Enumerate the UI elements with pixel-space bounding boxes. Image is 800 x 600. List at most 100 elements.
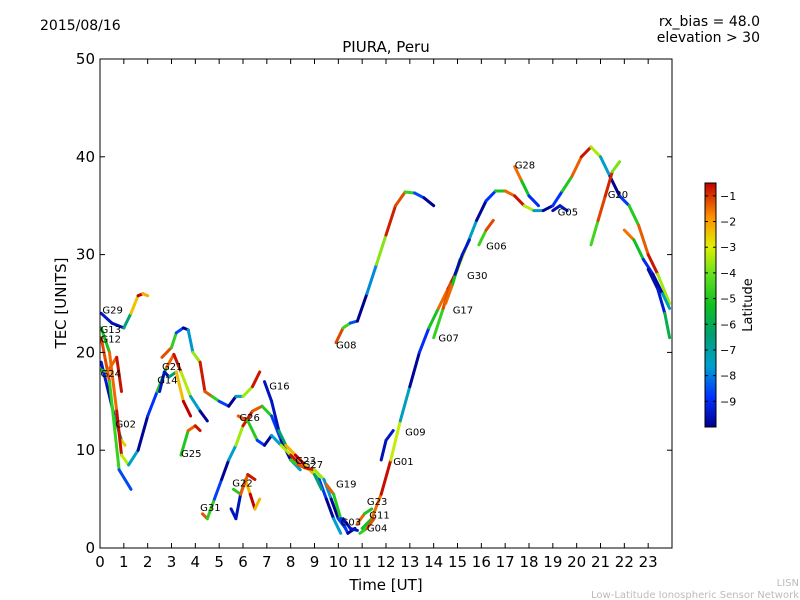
tec-segment <box>246 473 257 481</box>
x-tick-label: 18 <box>519 553 538 571</box>
tec-segment <box>560 174 574 193</box>
x-tick-label: 14 <box>424 553 443 571</box>
tec-segment <box>403 190 417 195</box>
series-G24 <box>100 355 123 393</box>
tec-segment <box>656 272 672 305</box>
tec-segment <box>234 424 245 447</box>
satellite-label: G17 <box>453 305 473 316</box>
tec-segment <box>603 170 614 198</box>
colorbar <box>704 182 717 428</box>
tec-segment <box>522 204 536 213</box>
y-tick-label: 0 <box>85 539 95 557</box>
x-tick-label: 17 <box>496 553 515 571</box>
rx-bias-label: rx_bias = 48.0 <box>658 14 760 30</box>
satellite-label: G28 <box>515 161 535 172</box>
tec-segment <box>246 419 259 442</box>
tec-segment <box>251 404 264 413</box>
satellite-label: G13 <box>101 325 121 336</box>
tec-segment <box>513 165 524 183</box>
satellite-label: G29 <box>102 305 122 316</box>
tec-segment <box>120 453 131 467</box>
colorbar-tick-label: −7 <box>720 344 736 357</box>
series-G31 <box>201 404 302 521</box>
footer-org-short: LISN <box>777 578 799 589</box>
series-G30 <box>453 238 471 276</box>
tec-segment <box>551 189 564 208</box>
x-tick-label: 22 <box>615 553 634 571</box>
tec-segment <box>365 262 378 296</box>
satellite-label: G06 <box>486 242 506 253</box>
colorbar-tick-label: −3 <box>720 241 736 254</box>
tec-segment <box>108 350 119 413</box>
x-tick-label: 0 <box>95 553 105 571</box>
tec-segment <box>332 492 343 521</box>
satellite-label: G23 <box>295 456 315 467</box>
tec-segment <box>610 160 622 173</box>
tec-segment <box>513 194 526 208</box>
series-G20 <box>589 160 622 247</box>
tec-segment <box>165 352 176 369</box>
series-G20b <box>622 228 672 310</box>
tec-segment <box>253 497 262 511</box>
tec-segment <box>100 360 109 389</box>
satellite-label: G05 <box>558 208 578 219</box>
tec-segment <box>172 352 183 374</box>
tec-segment <box>174 370 185 403</box>
x-tick-label: 16 <box>472 553 491 571</box>
tec-segment <box>110 321 126 330</box>
satellite-label: G03 <box>341 518 361 529</box>
tec-segment <box>332 517 343 535</box>
satellite-label: G12 <box>101 335 121 346</box>
tec-segment <box>641 258 655 276</box>
tec-segment <box>117 468 133 491</box>
x-tick-label: 8 <box>286 553 296 571</box>
tec-segment <box>596 194 607 222</box>
tec-segment <box>322 478 333 501</box>
satellite-label: G08 <box>336 341 356 352</box>
tec-segment <box>158 370 166 393</box>
tec-segment <box>227 443 238 462</box>
colorbar-tick-label: −8 <box>720 370 736 383</box>
series-G11 <box>355 507 374 525</box>
tec-segment <box>263 380 274 403</box>
tec-segment <box>341 517 352 530</box>
tec-segment <box>260 404 274 418</box>
satellite-label: G30 <box>467 271 487 282</box>
tec-segment <box>627 204 641 227</box>
tec-segment <box>651 272 664 296</box>
tec-segment <box>239 473 250 496</box>
y-tick-label: 30 <box>76 246 95 264</box>
colorbar-tick-label: −6 <box>720 318 736 331</box>
x-tick-label: 11 <box>353 553 372 571</box>
tec-segment <box>637 223 650 257</box>
satellite-label: G31 <box>200 503 220 514</box>
tec-segment <box>460 238 471 257</box>
tec-segment <box>234 492 243 521</box>
tec-segment <box>241 385 254 398</box>
series-G12 <box>100 336 133 491</box>
tec-segment <box>324 482 336 496</box>
satellite-label: G09 <box>405 428 425 439</box>
satellite-label: G14 <box>157 376 177 387</box>
tec-segment <box>427 306 440 330</box>
series-G28 <box>513 165 540 208</box>
tec-segment <box>661 292 672 310</box>
colorbar-tick-label: −2 <box>720 216 736 229</box>
tec-segment <box>220 458 231 481</box>
tec-segment <box>622 228 636 242</box>
tec-segment <box>313 473 324 491</box>
tec-segment <box>263 434 274 447</box>
tec-segment <box>370 492 383 521</box>
series-G25 <box>179 424 202 457</box>
tec-segment <box>355 292 369 323</box>
y-tick-label: 10 <box>76 441 95 459</box>
colorbar-tick-label: −4 <box>720 267 736 280</box>
tec-segment <box>608 174 622 198</box>
tec-segment <box>570 155 583 178</box>
colorbar-tick-label: −5 <box>720 293 736 306</box>
tec-segment <box>413 191 426 200</box>
tec-segment <box>618 194 631 208</box>
series-G09 <box>379 429 395 462</box>
satellite-label: G19 <box>336 479 356 490</box>
series-G06 <box>477 218 495 247</box>
